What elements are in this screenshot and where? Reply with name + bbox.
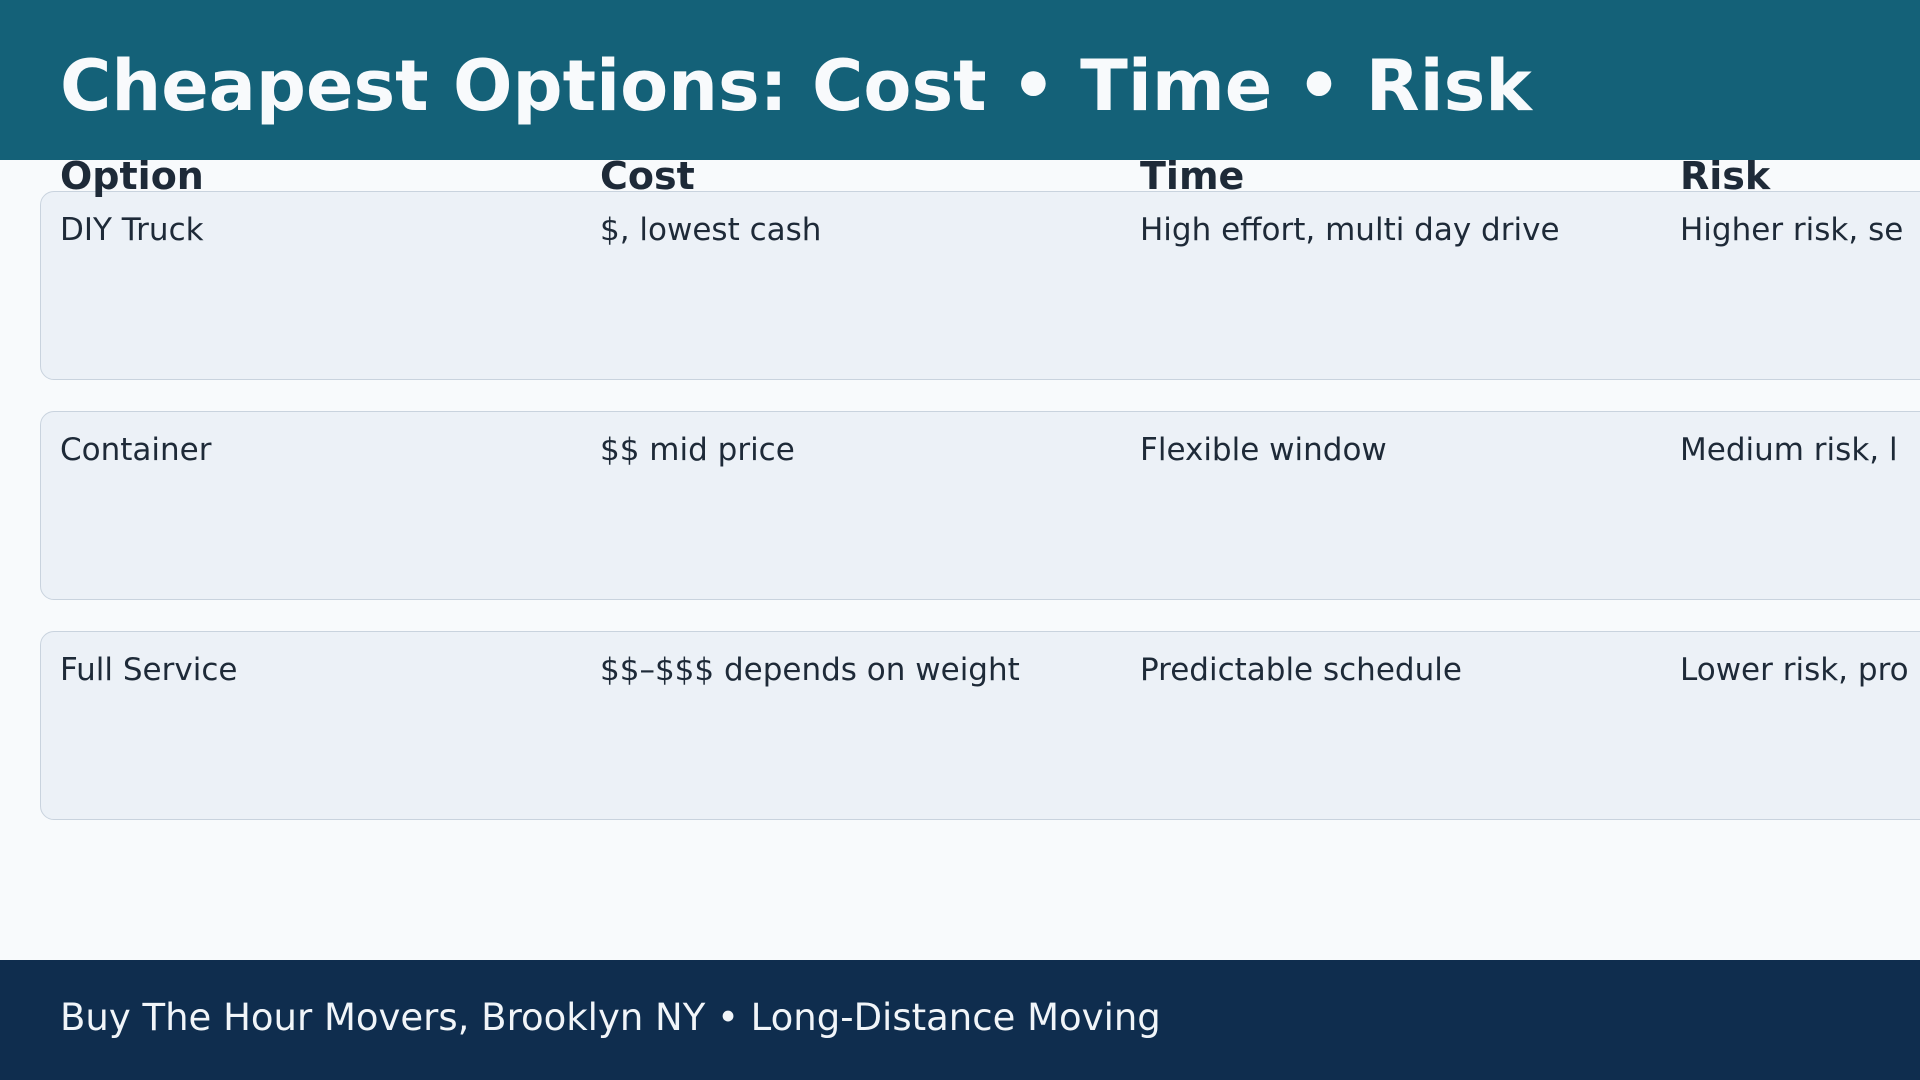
table-cell: High effort, multi day drive bbox=[1140, 212, 1560, 248]
table-cell: Full Service bbox=[60, 652, 238, 688]
column-header: Risk bbox=[1680, 154, 1771, 198]
title: Cheapest Options: Cost • Time • Risk bbox=[60, 45, 1532, 127]
header-bar: Cheapest Options: Cost • Time • Risk bbox=[0, 0, 1920, 160]
row-card bbox=[40, 191, 1920, 380]
table-cell: Medium risk, l bbox=[1680, 432, 1898, 468]
table-cell: Higher risk, se bbox=[1680, 212, 1904, 248]
table-cell: DIY Truck bbox=[60, 212, 204, 248]
row-card bbox=[40, 631, 1920, 820]
row-card bbox=[40, 411, 1920, 600]
table-cell: $, lowest cash bbox=[600, 212, 822, 248]
table-cell: Lower risk, pro bbox=[1680, 652, 1909, 688]
footer-bar: Buy The Hour Movers, Brooklyn NY • Long-… bbox=[0, 960, 1920, 1080]
column-header: Time bbox=[1140, 154, 1245, 198]
table-cell: Container bbox=[60, 432, 212, 468]
table-cell: $$ mid price bbox=[600, 432, 795, 468]
footer-text: Buy The Hour Movers, Brooklyn NY • Long-… bbox=[60, 996, 1161, 1039]
column-header: Option bbox=[60, 154, 204, 198]
table-cell: Flexible window bbox=[1140, 432, 1387, 468]
table-cell: $$–$$$ depends on weight bbox=[600, 652, 1020, 688]
column-header: Cost bbox=[600, 154, 695, 198]
table-cell: Predictable schedule bbox=[1140, 652, 1462, 688]
